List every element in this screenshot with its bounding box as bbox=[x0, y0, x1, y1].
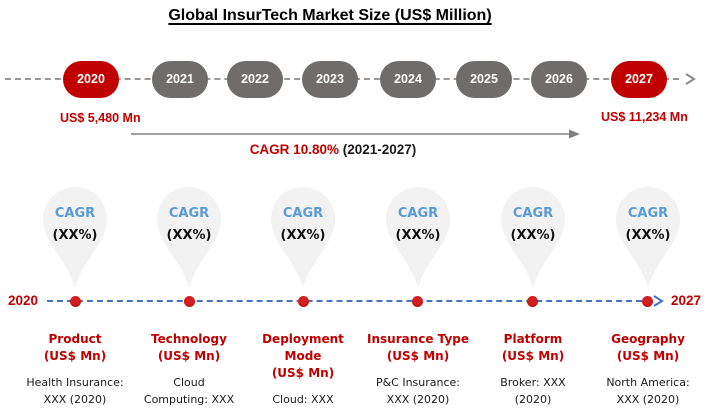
segment-unit: (US$ Mn) bbox=[501, 349, 565, 363]
year-pill-2023: 2023 bbox=[302, 61, 358, 98]
year-pill-2027: 2027 bbox=[611, 61, 667, 98]
pin-balloon-icon bbox=[386, 187, 450, 288]
pin-cagr-value: (XX%) bbox=[625, 228, 671, 243]
year-pill-2021: 2021 bbox=[152, 61, 208, 98]
pin-cagr-value: (XX%) bbox=[52, 228, 98, 243]
pin-cagr-label: CAGR bbox=[512, 206, 554, 221]
segment-detail: Cloud: XXX bbox=[244, 391, 362, 408]
segment-detail-line: Broker: XXX bbox=[500, 376, 566, 389]
segment-detail-line: Computing: XXX bbox=[143, 393, 235, 406]
chart-title: Global InsurTech Market Size (US$ Millio… bbox=[0, 7, 660, 25]
pin-cagr-value: (XX%) bbox=[395, 228, 441, 243]
pin-balloon-icon bbox=[43, 187, 107, 288]
pin-cagr-value: (XX%) bbox=[280, 228, 326, 243]
market-size-2020: US$ 5,480 Mn bbox=[60, 111, 141, 125]
cagr-pin-platform: CAGR (XX%) bbox=[499, 187, 567, 290]
segment-title: Platform (US$ Mn) bbox=[474, 331, 592, 365]
segment-title: Product (US$ Mn) bbox=[16, 331, 134, 365]
axis-dot-deployment-mode bbox=[298, 296, 309, 307]
segment-detail-line: (2020) bbox=[514, 393, 552, 406]
segment-detail-line: XXX (2020) bbox=[616, 393, 680, 406]
segment-detail: Cloud Computing: XXX bbox=[130, 374, 248, 408]
segment-unit: (US$ Mn) bbox=[616, 349, 680, 363]
pin-cagr-label: CAGR bbox=[397, 206, 439, 221]
segment-column-deployment-mode: Deployment Mode (US$ Mn) Cloud: XXX bbox=[244, 331, 362, 408]
year-pill-2020: 2020 bbox=[63, 61, 119, 98]
segment-axis-arrow-icon bbox=[653, 295, 664, 307]
cagr-pin-deployment-mode: CAGR (XX%) bbox=[269, 187, 337, 290]
segment-column-platform: Platform (US$ Mn) Broker: XXX (2020) bbox=[474, 331, 592, 408]
segment-column-product: Product (US$ Mn) Health Insurance: XXX (… bbox=[16, 331, 134, 408]
segment-title-line: Deployment bbox=[262, 332, 344, 346]
segment-title-line: Mode bbox=[284, 349, 322, 363]
segment-axis-dashed-line bbox=[47, 300, 652, 302]
segment-unit: (US$ Mn) bbox=[271, 366, 335, 380]
pin-balloon-icon bbox=[157, 187, 221, 288]
cagr-value: CAGR 10.80% bbox=[249, 142, 339, 157]
pin-cagr-label: CAGR bbox=[54, 206, 96, 221]
segment-unit: (US$ Mn) bbox=[43, 349, 107, 363]
segment-title-line: Insurance Type bbox=[367, 332, 469, 346]
cagr-pin-insurance-type: CAGR (XX%) bbox=[384, 187, 452, 290]
segment-detail-line: XXX (2020) bbox=[386, 393, 450, 406]
pin-balloon-icon bbox=[271, 187, 335, 288]
cagr-pin-geography: CAGR (XX%) bbox=[614, 187, 682, 290]
segment-unit: (US$ Mn) bbox=[157, 349, 221, 363]
cagr-arrow bbox=[131, 129, 580, 139]
axis-start-year: 2020 bbox=[8, 293, 39, 308]
segment-title: Insurance Type (US$ Mn) bbox=[359, 331, 477, 365]
axis-end-year: 2027 bbox=[671, 293, 702, 308]
timeline-arrow-icon bbox=[685, 73, 696, 85]
year-pill-2026: 2026 bbox=[531, 61, 587, 98]
segment-detail: P&C Insurance: XXX (2020) bbox=[359, 374, 477, 408]
segment-detail-line: Cloud: XXX bbox=[272, 393, 334, 406]
axis-dot-product bbox=[70, 296, 81, 307]
year-pill-2024: 2024 bbox=[380, 61, 436, 98]
segment-title-line: Technology bbox=[151, 332, 227, 346]
pin-balloon-icon bbox=[616, 187, 680, 288]
segment-detail: North America: XXX (2020) bbox=[589, 374, 707, 408]
year-pill-2022: 2022 bbox=[227, 61, 283, 98]
segment-title: Geography (US$ Mn) bbox=[589, 331, 707, 365]
segment-detail-line: XXX (2020) bbox=[43, 393, 107, 406]
pin-cagr-value: (XX%) bbox=[510, 228, 556, 243]
segment-title-line: Geography bbox=[611, 332, 685, 346]
axis-dot-geography bbox=[642, 296, 653, 307]
year-pill-2025: 2025 bbox=[456, 61, 512, 98]
segment-detail: Health Insurance: XXX (2020) bbox=[16, 374, 134, 408]
pin-cagr-label: CAGR bbox=[627, 206, 669, 221]
axis-dot-technology bbox=[184, 296, 195, 307]
pin-balloon-icon bbox=[501, 187, 565, 288]
cagr-period: (2021-2027) bbox=[338, 142, 417, 157]
cagr-pin-product: CAGR (XX%) bbox=[41, 187, 109, 290]
cagr-label: CAGR 10.80% (2021-2027) bbox=[0, 142, 666, 157]
segment-detail-line: Cloud bbox=[173, 376, 205, 389]
segment-detail-line: North America: bbox=[606, 376, 690, 389]
segment-detail-line: Health Insurance: bbox=[26, 376, 124, 389]
market-size-2027: US$ 11,234 Mn bbox=[601, 110, 688, 124]
segment-column-insurance-type: Insurance Type (US$ Mn) P&C Insurance: X… bbox=[359, 331, 477, 408]
pin-cagr-label: CAGR bbox=[168, 206, 210, 221]
segment-column-geography: Geography (US$ Mn) North America: XXX (2… bbox=[589, 331, 707, 408]
pin-cagr-label: CAGR bbox=[282, 206, 324, 221]
segment-detail-line: P&C Insurance: bbox=[375, 376, 461, 389]
segment-detail: Broker: XXX (2020) bbox=[474, 374, 592, 408]
segment-title-line: Product bbox=[48, 332, 102, 346]
segment-unit: (US$ Mn) bbox=[386, 349, 450, 363]
axis-dot-insurance-type bbox=[412, 296, 423, 307]
segment-title-line: Platform bbox=[503, 332, 563, 346]
cagr-pin-technology: CAGR (XX%) bbox=[155, 187, 223, 290]
axis-dot-platform bbox=[527, 296, 538, 307]
chart-title-text: Global InsurTech Market Size (US$ Millio… bbox=[168, 7, 492, 24]
segment-title: Deployment Mode (US$ Mn) bbox=[244, 331, 362, 382]
segment-title: Technology (US$ Mn) bbox=[130, 331, 248, 365]
pin-cagr-value: (XX%) bbox=[166, 228, 212, 243]
segment-column-technology: Technology (US$ Mn) Cloud Computing: XXX bbox=[130, 331, 248, 408]
